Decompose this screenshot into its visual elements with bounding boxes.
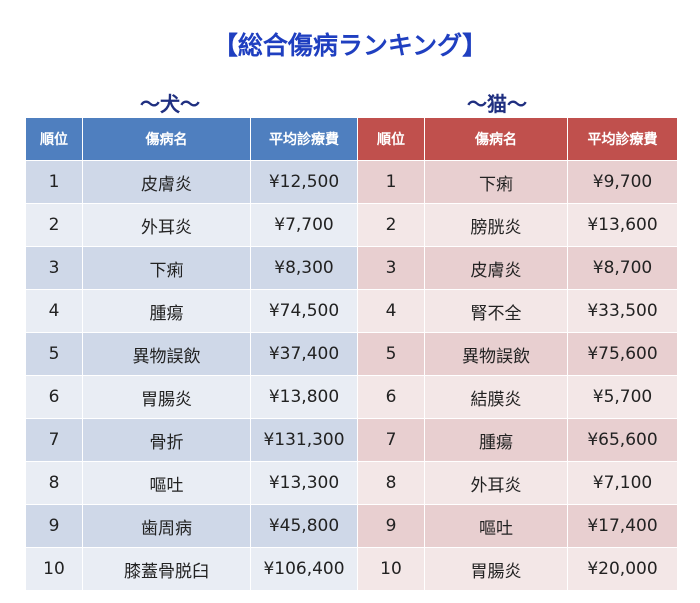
row: 9 嘔吐 ¥17,400: [357, 504, 678, 548]
title: 【総合傷病ランキング】: [212, 31, 488, 60]
disease: 腫瘍: [424, 418, 568, 462]
rank: 4: [357, 289, 425, 333]
row: 2 膀胱炎 ¥13,600: [357, 203, 678, 247]
dog-label: ～犬～: [140, 92, 200, 116]
rank: 6: [25, 375, 83, 419]
rank: 4: [25, 289, 83, 333]
header-cell: 平均診療費: [567, 117, 678, 161]
header-cell: 順位: [357, 117, 425, 161]
cost: ¥37,400: [250, 332, 358, 376]
cat-table: 順位 傷病名 平均診療費 1 下痢 ¥9,700 2 膀胱炎 ¥13,600 3 皮膚炎 ¥8,700…: [357, 117, 678, 591]
row: 8 外耳炎 ¥7,100: [357, 461, 678, 505]
header-cell: 平均診療費: [250, 117, 358, 161]
cost: ¥13,800: [250, 375, 358, 419]
disease: 膀胱炎: [424, 203, 568, 247]
row: 5 異物誤飲 ¥75,600: [357, 332, 678, 376]
disease: 嘔吐: [424, 504, 568, 548]
rank: 7: [357, 418, 425, 462]
cost: ¥33,500: [567, 289, 678, 333]
row: 4 腫瘍 ¥74,500: [25, 289, 358, 333]
cost: ¥45,800: [250, 504, 358, 548]
rank: 1: [357, 160, 425, 204]
disease: 腫瘍: [82, 289, 251, 333]
disease: 胃腸炎: [82, 375, 251, 419]
row: 7 骨折 ¥131,300: [25, 418, 358, 462]
disease: 下痢: [424, 160, 568, 204]
cost: ¥12,500: [250, 160, 358, 204]
row: 5 異物誤飲 ¥37,400: [25, 332, 358, 376]
row: 6 胃腸炎 ¥13,800: [25, 375, 358, 419]
row: 4 腎不全 ¥33,500: [357, 289, 678, 333]
header-cell: 傷病名: [424, 117, 568, 161]
cost: ¥7,700: [250, 203, 358, 247]
disease: 歯周病: [82, 504, 251, 548]
disease: 外耳炎: [82, 203, 251, 247]
header-row: 順位 傷病名 平均診療費: [357, 117, 678, 161]
row: 10 膝蓋骨脱臼 ¥106,400: [25, 547, 358, 591]
cost: ¥20,000: [567, 547, 678, 591]
rank: 3: [357, 246, 425, 290]
disease: 結膜炎: [424, 375, 568, 419]
row: 1 皮膚炎 ¥12,500: [25, 160, 358, 204]
rank: 9: [25, 504, 83, 548]
row: 3 皮膚炎 ¥8,700: [357, 246, 678, 290]
disease: 嘔吐: [82, 461, 251, 505]
disease: 皮膚炎: [424, 246, 568, 290]
rank: 10: [25, 547, 83, 591]
disease: 腎不全: [424, 289, 568, 333]
rank: 9: [357, 504, 425, 548]
row: 1 下痢 ¥9,700: [357, 160, 678, 204]
cost: ¥9,700: [567, 160, 678, 204]
rank: 8: [357, 461, 425, 505]
cost: ¥13,300: [250, 461, 358, 505]
disease: 膝蓋骨脱臼: [82, 547, 251, 591]
row: 6 結膜炎 ¥5,700: [357, 375, 678, 419]
rank: 3: [25, 246, 83, 290]
dog-table: 順位 傷病名 平均診療費 1 皮膚炎 ¥12,500 2 外耳炎 ¥7,700 3 下痢 ¥8,300…: [25, 117, 358, 591]
row: 9 歯周病 ¥45,800: [25, 504, 358, 548]
disease: 外耳炎: [424, 461, 568, 505]
row: 10 胃腸炎 ¥20,000: [357, 547, 678, 591]
cost: ¥8,300: [250, 246, 358, 290]
disease: 異物誤飲: [82, 332, 251, 376]
disease: 皮膚炎: [82, 160, 251, 204]
header-cell: 傷病名: [82, 117, 251, 161]
rank: 1: [25, 160, 83, 204]
disease: 胃腸炎: [424, 547, 568, 591]
header-cell: 順位: [25, 117, 83, 161]
rank: 5: [25, 332, 83, 376]
header-row: 順位 傷病名 平均診療費: [25, 117, 358, 161]
rank: 7: [25, 418, 83, 462]
cost: ¥17,400: [567, 504, 678, 548]
cost: ¥7,100: [567, 461, 678, 505]
disease: 骨折: [82, 418, 251, 462]
rank: 2: [25, 203, 83, 247]
cost: ¥75,600: [567, 332, 678, 376]
cost: ¥8,700: [567, 246, 678, 290]
disease: 異物誤飲: [424, 332, 568, 376]
cost: ¥74,500: [250, 289, 358, 333]
row: 3 下痢 ¥8,300: [25, 246, 358, 290]
rank: 5: [357, 332, 425, 376]
rank: 10: [357, 547, 425, 591]
cost: ¥13,600: [567, 203, 678, 247]
row: 8 嘔吐 ¥13,300: [25, 461, 358, 505]
rank: 6: [357, 375, 425, 419]
cost: ¥106,400: [250, 547, 358, 591]
row: 7 腫瘍 ¥65,600: [357, 418, 678, 462]
disease: 下痢: [82, 246, 251, 290]
cost: ¥5,700: [567, 375, 678, 419]
rank: 8: [25, 461, 83, 505]
rank: 2: [357, 203, 425, 247]
row: 2 外耳炎 ¥7,700: [25, 203, 358, 247]
cost: ¥131,300: [250, 418, 358, 462]
cost: ¥65,600: [567, 418, 678, 462]
cat-label: ～猫～: [467, 92, 527, 116]
